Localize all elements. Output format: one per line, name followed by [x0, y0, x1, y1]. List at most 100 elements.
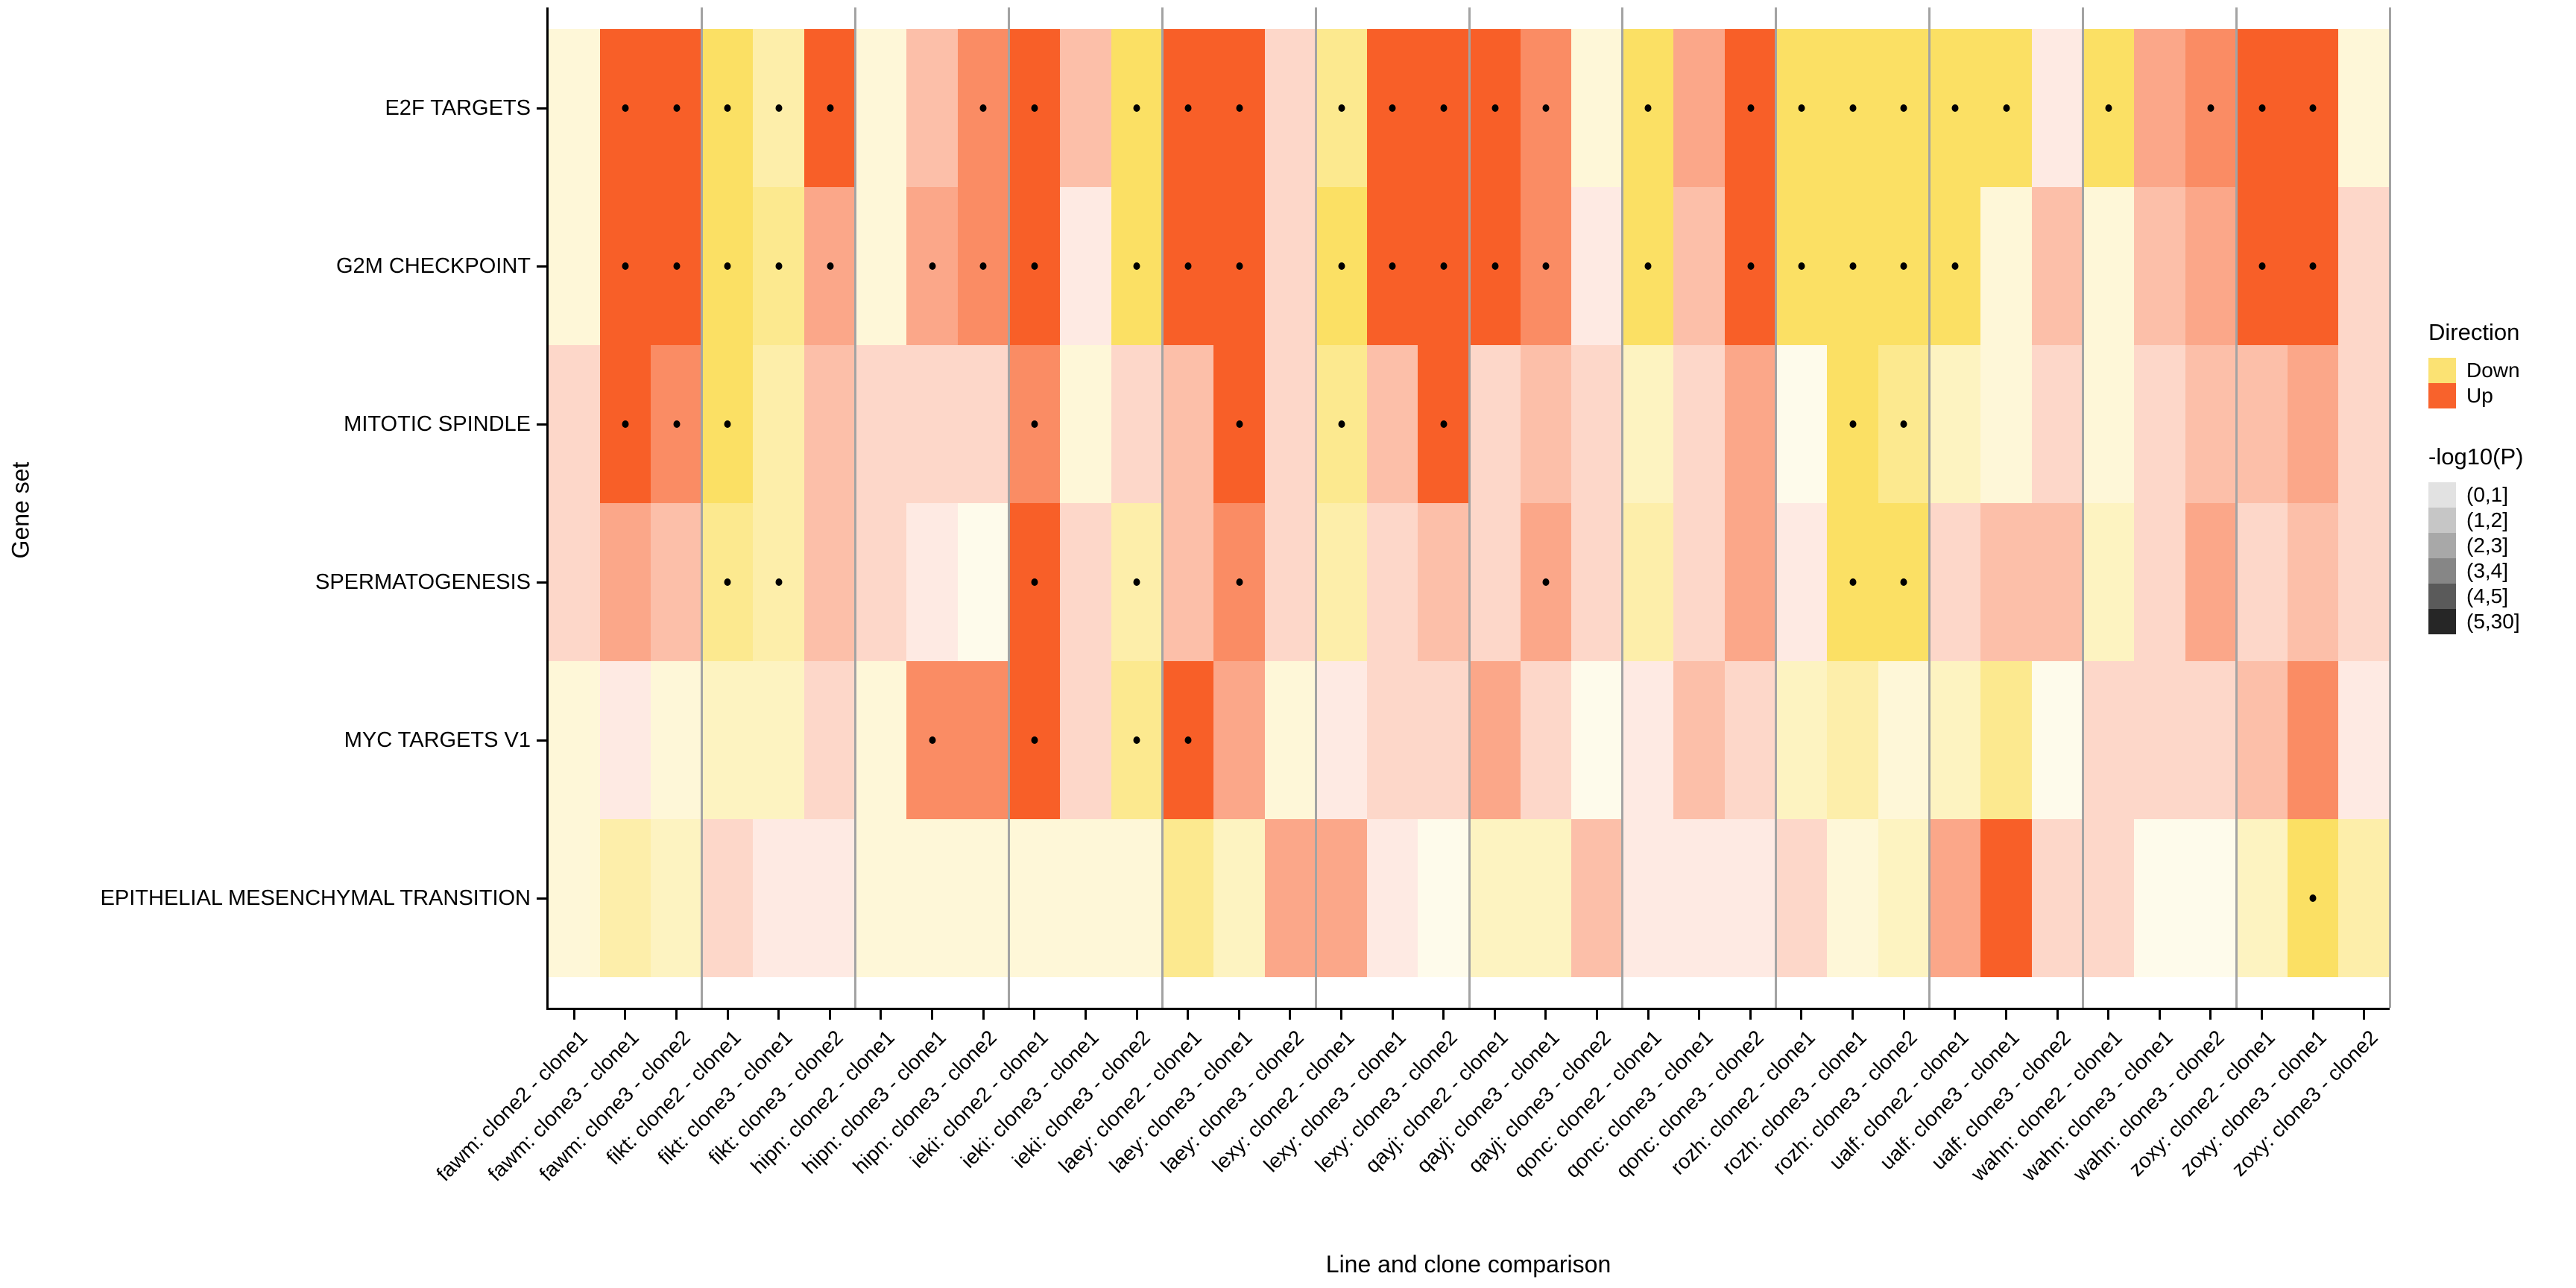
heatmap-cell	[2031, 345, 2083, 503]
heatmap-cell	[2287, 503, 2339, 661]
heatmap-cell	[957, 661, 1010, 819]
significance-dot	[1491, 262, 1499, 270]
significance-dot	[1542, 262, 1550, 270]
heatmap-cell	[1418, 661, 1470, 819]
significance-dot	[827, 262, 834, 270]
legend-entry-down: Down	[2428, 358, 2520, 383]
heatmap-cell	[1622, 187, 1675, 345]
heatmap-cell	[1980, 29, 2033, 187]
significance-dot	[1440, 104, 1448, 112]
group-separator	[2235, 7, 2238, 1008]
heatmap-cell	[1980, 345, 2033, 503]
y-axis-tick-label: MITOTIC SPINDLE	[344, 412, 531, 436]
heatmap-cell	[753, 187, 805, 345]
heatmap-cell	[2287, 29, 2339, 187]
legend-pvalue-entries: (0,1] (1,2] (2,3] (3,4] (4,5] (5,30]	[2428, 482, 2524, 634]
significance-dot	[673, 104, 681, 112]
heatmap-cell	[1264, 345, 1316, 503]
significance-dot	[1798, 104, 1805, 112]
legend-pvalue-entry: (5,30]	[2428, 609, 2524, 634]
significance-dot	[1236, 420, 1243, 428]
heatmap-cell	[1213, 29, 1266, 187]
heatmap-cell	[1469, 29, 1521, 187]
significance-dot	[929, 262, 936, 270]
heatmap-cell	[2083, 345, 2135, 503]
heatmap-cell	[2083, 819, 2135, 977]
group-separator	[1468, 7, 1471, 1008]
heatmap-cell	[1366, 661, 1418, 819]
heatmap-cell	[1929, 29, 1981, 187]
heatmap-cell	[1316, 661, 1368, 819]
heatmap-cell	[1469, 819, 1521, 977]
heatmap-cell	[753, 29, 805, 187]
significance-dot	[1951, 262, 1959, 270]
heatmap-cell	[855, 503, 907, 661]
heatmap-cell	[1316, 819, 1368, 977]
significance-dot	[2258, 262, 2266, 270]
legend-pvalue-entry: (3,4]	[2428, 558, 2524, 584]
significance-dot	[1440, 420, 1448, 428]
significance-dot	[2258, 104, 2266, 112]
heatmap-cell	[1316, 29, 1368, 187]
heatmap-cell	[855, 819, 907, 977]
heatmap-cell	[1725, 661, 1777, 819]
heatmap-cell	[2287, 819, 2339, 977]
significance-dot	[775, 104, 783, 112]
x-axis-tick	[1289, 1010, 1292, 1020]
heatmap-cell	[1469, 661, 1521, 819]
heatmap-cell	[906, 819, 959, 977]
heatmap-cell	[1162, 819, 1214, 977]
down-label: Down	[2466, 359, 2520, 382]
y-axis-tick	[537, 897, 546, 900]
y-axis-tick-label: E2F TARGETS	[385, 96, 531, 120]
heatmap-cell	[2031, 503, 2083, 661]
legend-pvalue-entry: (1,2]	[2428, 508, 2524, 533]
heatmap-cell	[1571, 29, 1623, 187]
heatmap-cell	[957, 345, 1010, 503]
heatmap-cell	[957, 29, 1010, 187]
y-axis-tick	[537, 581, 546, 584]
group-separator	[854, 7, 857, 1008]
y-axis-tick-label: EPITHELIAL MESENCHYMAL TRANSITION	[100, 886, 531, 910]
heatmap-cell	[1366, 503, 1418, 661]
heatmap-cell	[1673, 345, 1726, 503]
x-axis-tick	[828, 1010, 831, 1020]
x-axis-tick	[675, 1010, 678, 1020]
heatmap-cell	[1520, 29, 1572, 187]
significance-dot	[1542, 578, 1550, 586]
heatmap-cell	[1929, 345, 1981, 503]
heatmap-cell	[2031, 661, 2083, 819]
heatmap-cell	[2083, 503, 2135, 661]
x-axis-tick	[1596, 1010, 1599, 1020]
heatmap-cell	[1827, 345, 1879, 503]
heatmap-cell	[804, 503, 856, 661]
heatmap-cell	[701, 187, 754, 345]
heatmap-cell	[1366, 345, 1418, 503]
significance-dot	[929, 736, 936, 744]
pvalue-bin-label: (5,30]	[2466, 610, 2520, 633]
significance-dot	[2309, 262, 2317, 270]
heatmap-cell	[1622, 29, 1675, 187]
heatmap-cell	[1878, 187, 1931, 345]
heatmap-cell	[2133, 29, 2186, 187]
heatmap-cell	[1673, 29, 1726, 187]
heatmap-cell	[1469, 503, 1521, 661]
significance-dot	[1747, 262, 1755, 270]
heatmap-cell	[2338, 503, 2390, 661]
pvalue-bin-swatch	[2428, 584, 2456, 609]
heatmap-cell	[1418, 187, 1470, 345]
significance-dot	[1900, 262, 1907, 270]
heatmap-cell	[1622, 661, 1675, 819]
heatmap-cell	[2338, 187, 2390, 345]
heatmap-cell	[1775, 345, 1828, 503]
heatmap-cell	[599, 661, 651, 819]
significance-dot	[1644, 104, 1652, 112]
heatmap-cell	[957, 819, 1010, 977]
heatmap-cell	[855, 661, 907, 819]
heatmap-cell	[855, 345, 907, 503]
heatmap-cell	[906, 345, 959, 503]
significance-dot	[1236, 578, 1243, 586]
significance-dot	[775, 262, 783, 270]
significance-dot	[1133, 262, 1140, 270]
heatmap-cell	[804, 345, 856, 503]
